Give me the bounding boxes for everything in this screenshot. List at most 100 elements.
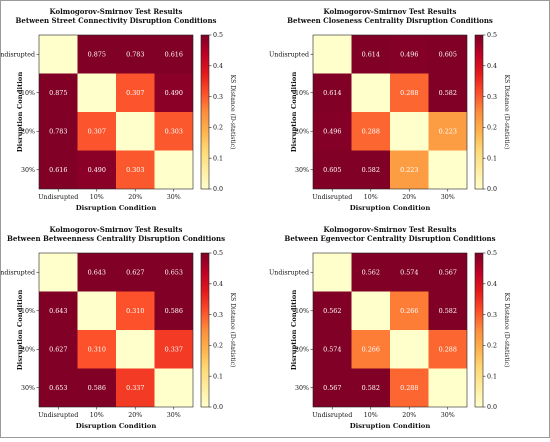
heatmap-cell	[428, 330, 467, 369]
heatmap-cell	[428, 368, 467, 407]
colorbar-segment	[475, 73, 483, 77]
colorbar-segment	[201, 81, 209, 85]
colorbar-segment	[475, 163, 483, 167]
colorbar-segment	[201, 396, 209, 400]
colorbar-segment	[201, 296, 209, 300]
heatmap-cell	[428, 150, 467, 189]
x-axis-label: Disruption Condition	[350, 422, 431, 430]
colorbar-segment	[475, 153, 483, 157]
colorbar-segment	[475, 294, 483, 298]
heatmap-cell	[116, 291, 155, 330]
colorbar-segment	[201, 376, 209, 380]
colorbar-tick-label: 0.5	[213, 250, 223, 257]
colorbar-tick-label: 0.2	[487, 343, 497, 350]
colorbar-segment	[201, 147, 209, 151]
colorbar-segment	[201, 317, 209, 321]
colorbar-segment	[201, 76, 209, 80]
colorbar-segment	[475, 178, 483, 182]
colorbar-segment	[475, 263, 483, 267]
cell-value-label: 0.582	[439, 89, 457, 97]
colorbar-segment	[475, 327, 483, 331]
y-axis-label: Disruption Condition	[290, 290, 298, 371]
colorbar-segment	[201, 127, 209, 131]
y-tick-label: Undisrupted	[1, 51, 35, 58]
cell-value-label: 0.643	[49, 307, 67, 315]
colorbar-segment	[201, 327, 209, 331]
colorbar-segment	[201, 142, 209, 146]
heatmap-cell	[390, 368, 429, 407]
colorbar-segment	[475, 99, 483, 103]
colorbar-segment	[475, 114, 483, 118]
cell-value-label: 0.266	[362, 345, 380, 353]
colorbar-segment	[201, 276, 209, 280]
y-tick-label: 30%	[295, 385, 309, 392]
y-tick-label: 20%	[295, 346, 309, 353]
colorbar-segment	[201, 137, 209, 141]
colorbar-segment	[475, 365, 483, 369]
heatmap-cell	[428, 35, 467, 74]
colorbar-segment	[201, 50, 209, 54]
heatmap-cell	[39, 330, 78, 369]
colorbar-segment	[475, 304, 483, 308]
colorbar-segment	[201, 68, 209, 72]
colorbar-segment	[475, 286, 483, 290]
colorbar-segment	[475, 52, 483, 56]
colorbar-segment	[201, 278, 209, 282]
cell-value-label: 0.605	[439, 50, 457, 58]
heatmap-frame	[312, 252, 468, 408]
cell-value-label: 0.567	[439, 268, 457, 276]
colorbar-segment	[475, 135, 483, 139]
colorbar-segment	[201, 258, 209, 262]
colorbar-segment	[201, 383, 209, 387]
colorbar-tick-label: 0.3	[487, 312, 497, 319]
colorbar-segment	[475, 358, 483, 362]
colorbar-segment	[201, 255, 209, 259]
colorbar-tick-label: 0.5	[487, 250, 497, 257]
colorbar-segment	[201, 283, 209, 287]
colorbar-tick-label: 0.1	[213, 155, 223, 162]
cell-value-label: 0.310	[126, 307, 144, 315]
x-tick-label: Undisrupted	[38, 412, 78, 419]
colorbar-segment	[475, 171, 483, 174]
colorbar-segment	[201, 63, 209, 67]
heatmap-cell	[428, 291, 467, 330]
colorbar-segment	[475, 378, 483, 382]
colorbar-segment	[475, 383, 483, 387]
colorbar-segment	[475, 168, 483, 172]
colorbar-segment	[201, 312, 209, 315]
colorbar-tick-label: 0.4	[213, 281, 223, 288]
heatmap-cell	[351, 368, 390, 407]
heatmap-cell	[390, 291, 429, 330]
colorbar-segment	[201, 299, 209, 303]
colorbar-segment	[475, 129, 483, 133]
colorbar-segment	[201, 42, 209, 46]
y-tick-label: Undisrupted	[269, 269, 309, 276]
colorbar-segment	[475, 186, 483, 190]
colorbar-segment	[475, 145, 483, 149]
colorbar-tick-label: 0.0	[213, 186, 223, 193]
chart-title: Kolmogorov-Smirnov Test Results	[50, 225, 183, 234]
colorbar-segment	[475, 76, 483, 80]
colorbar-segment	[475, 283, 483, 287]
colorbar-segment	[201, 304, 209, 308]
cell-value-label: 0.875	[49, 89, 67, 97]
colorbar-segment	[201, 181, 209, 185]
colorbar-segment	[475, 183, 483, 187]
colorbar-segment	[475, 158, 483, 162]
colorbar-segment	[475, 255, 483, 259]
colorbar-segment	[475, 404, 483, 408]
x-tick-label: Undisrupted	[312, 412, 352, 419]
colorbar-segment	[475, 112, 483, 115]
colorbar-segment	[475, 345, 483, 349]
colorbar-segment	[201, 37, 209, 41]
colorbar-segment	[201, 145, 209, 149]
cell-value-label: 0.337	[126, 384, 144, 392]
colorbar-segment	[475, 317, 483, 321]
cell-value-label: 0.616	[49, 166, 67, 174]
colorbar-segment	[201, 124, 209, 128]
colorbar-segment	[201, 332, 209, 336]
colorbar-segment	[475, 70, 483, 74]
colorbar-tick-label: 0.2	[213, 125, 223, 132]
x-tick-label: 30%	[167, 412, 181, 419]
